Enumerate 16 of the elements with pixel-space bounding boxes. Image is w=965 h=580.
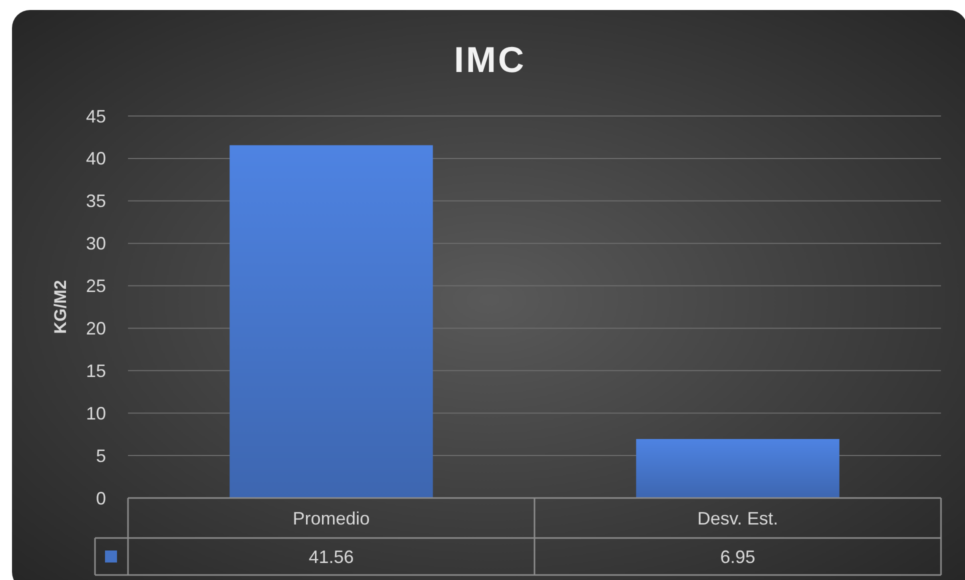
data-label: 41.56: [308, 546, 354, 567]
y-axis-title: KG/M2: [51, 280, 70, 334]
y-tick-label: 20: [86, 318, 106, 339]
y-tick-label: 10: [86, 403, 106, 424]
data-label: 6.95: [720, 546, 756, 567]
y-tick-label: 35: [86, 191, 106, 212]
x-tick-label: Desv. Est.: [697, 508, 778, 528]
chart-title: IMC: [454, 39, 526, 80]
y-tick-label: 25: [86, 276, 106, 296]
x-tick-label: Promedio: [292, 508, 370, 528]
y-tick-label: 30: [86, 234, 106, 254]
y-tick-label: 15: [86, 360, 106, 381]
y-tick-label: 5: [96, 446, 106, 466]
y-tick-label: 45: [86, 106, 106, 126]
y-tick-label: 40: [86, 148, 106, 169]
y-tick-label: 0: [96, 488, 106, 508]
